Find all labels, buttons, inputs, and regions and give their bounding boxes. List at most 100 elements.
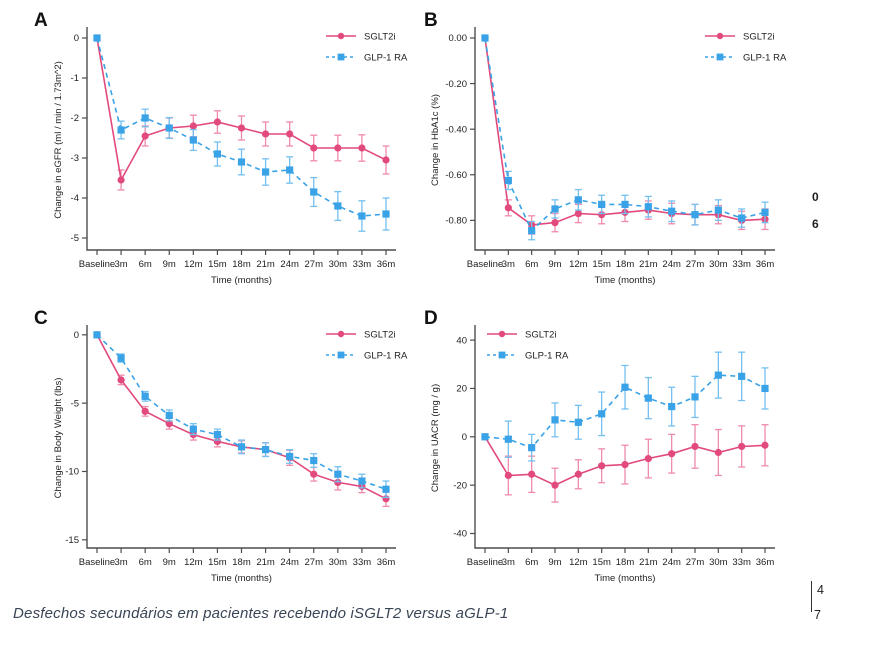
svg-text:6m: 6m [525, 557, 538, 568]
svg-text:-0.60: -0.60 [445, 170, 467, 181]
svg-text:Baseline: Baseline [79, 557, 115, 568]
svg-text:21m: 21m [256, 557, 275, 568]
panel-d-uacr-chart: D 40 20 0 -20 -40 Baseline 3m 6m 9m 12m 15m 18m 21m 24… [420, 298, 885, 592]
legend: SGLT2i GLP-1 RA [326, 32, 408, 64]
svg-text:3m: 3m [114, 557, 127, 568]
y-axis: 0 -1 -2 -3 -4 -5 [71, 33, 87, 244]
svg-text:18m: 18m [232, 557, 251, 568]
svg-text:-0.20: -0.20 [445, 79, 467, 90]
svg-text:-2: -2 [71, 113, 79, 124]
svg-text:-0.40: -0.40 [445, 124, 467, 135]
svg-text:18m: 18m [232, 259, 251, 270]
svg-text:18m: 18m [616, 557, 635, 568]
svg-text:27m: 27m [686, 557, 705, 568]
svg-text:-20: -20 [453, 480, 467, 491]
svg-text:15m: 15m [592, 259, 611, 270]
svg-text:24m: 24m [280, 557, 299, 568]
y-axis: 40 20 0 -20 -40 [453, 335, 475, 540]
x-axis-title: Time (months) [595, 573, 656, 584]
svg-text:0: 0 [74, 33, 79, 44]
svg-text:24m: 24m [280, 259, 299, 270]
svg-text:24m: 24m [662, 557, 681, 568]
panel-a-egfr-chart: A 0 -1 -2 -3 -4 -5 Baseline 3m 6m 9m 12m 15m 18m 21m 24… [0, 2, 442, 296]
clipped-text-fragment-bottom: 6 [812, 217, 819, 231]
svg-text:15m: 15m [208, 259, 227, 270]
svg-text:12m: 12m [569, 557, 588, 568]
panel-label: D [424, 308, 438, 329]
svg-text:27m: 27m [305, 557, 324, 568]
x-axis-title: Time (months) [211, 573, 272, 584]
y-axis-title: Change in eGFR (ml / min / 1.73m^2) [53, 61, 64, 219]
figure-caption: Desfechos secundários em pacientes receb… [13, 605, 509, 622]
x-axis-title: Time (months) [595, 275, 656, 286]
y-axis-title: Change in UACR (mg / g) [430, 384, 441, 492]
svg-text:-0.80: -0.80 [445, 216, 467, 227]
svg-text:0: 0 [462, 432, 467, 443]
svg-text:SGLT2i: SGLT2i [364, 330, 396, 341]
axes [474, 325, 775, 549]
clipped-text-fragment-top: 0 [812, 190, 819, 204]
svg-text:3m: 3m [502, 557, 515, 568]
svg-text:30m: 30m [329, 259, 348, 270]
y-axis: 0 -5 -10 -15 [65, 330, 87, 546]
page-marker-divider [811, 581, 812, 612]
svg-text:12m: 12m [569, 259, 588, 270]
svg-text:9m: 9m [163, 259, 176, 270]
series-glp-1-ra [481, 351, 769, 462]
svg-text:30m: 30m [709, 259, 728, 270]
svg-text:33m: 33m [353, 259, 372, 270]
svg-text:36m: 36m [756, 557, 775, 568]
svg-text:GLP-1 RA: GLP-1 RA [364, 53, 408, 64]
svg-text:3m: 3m [114, 259, 127, 270]
svg-text:21m: 21m [256, 259, 275, 270]
panel-label: B [424, 10, 438, 31]
page-number-bottom: 7 [814, 608, 821, 622]
svg-text:Baseline: Baseline [79, 259, 115, 270]
svg-text:40: 40 [456, 335, 467, 346]
svg-text:-3: -3 [71, 153, 79, 164]
svg-text:-1: -1 [71, 73, 79, 84]
svg-text:9m: 9m [163, 557, 176, 568]
svg-text:33m: 33m [732, 259, 751, 270]
svg-text:12m: 12m [184, 259, 203, 270]
svg-text:9m: 9m [548, 557, 561, 568]
svg-text:30m: 30m [329, 557, 348, 568]
svg-text:21m: 21m [639, 259, 658, 270]
axes [474, 27, 775, 251]
panel-label: A [34, 10, 48, 31]
svg-text:20: 20 [456, 384, 467, 395]
svg-text:12m: 12m [184, 557, 203, 568]
svg-text:6m: 6m [525, 259, 538, 270]
svg-text:-15: -15 [65, 535, 79, 546]
panel-label: C [34, 308, 48, 329]
legend: SGLT2i GLP-1 RA [326, 330, 408, 362]
svg-text:SGLT2i: SGLT2i [364, 32, 396, 43]
svg-text:24m: 24m [662, 259, 681, 270]
y-axis: 0.00 -0.20 -0.40 -0.60 -0.80 [445, 33, 475, 227]
svg-text:36m: 36m [377, 557, 396, 568]
series-glp-1-ra [93, 331, 390, 499]
axes [86, 325, 396, 549]
svg-text:GLP-1 RA: GLP-1 RA [743, 53, 787, 64]
svg-text:-40: -40 [453, 529, 467, 540]
svg-text:GLP-1 RA: GLP-1 RA [525, 351, 569, 362]
svg-text:6m: 6m [139, 557, 152, 568]
series-sglt2i [93, 34, 390, 191]
svg-text:33m: 33m [353, 557, 372, 568]
legend: SGLT2i GLP-1 RA [487, 330, 569, 362]
svg-text:-4: -4 [71, 193, 79, 204]
svg-text:30m: 30m [709, 557, 728, 568]
y-axis-title: Change in HbA1c (%) [430, 94, 441, 186]
svg-text:36m: 36m [756, 259, 775, 270]
svg-text:Baseline: Baseline [467, 259, 503, 270]
svg-text:18m: 18m [616, 259, 635, 270]
legend: SGLT2i GLP-1 RA [705, 32, 787, 64]
svg-text:-10: -10 [65, 467, 79, 478]
